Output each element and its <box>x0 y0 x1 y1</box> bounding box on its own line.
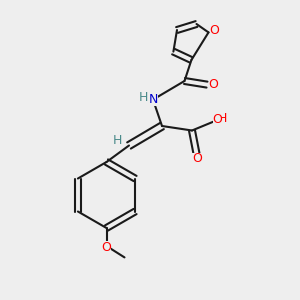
Text: O: O <box>192 152 202 166</box>
Text: O: O <box>209 78 218 91</box>
Text: O: O <box>213 112 222 126</box>
Text: H: H <box>113 134 122 148</box>
Text: O: O <box>102 241 111 254</box>
Text: H: H <box>218 112 227 125</box>
Text: O: O <box>210 24 219 38</box>
Text: N: N <box>149 93 158 106</box>
Text: H: H <box>139 91 148 104</box>
